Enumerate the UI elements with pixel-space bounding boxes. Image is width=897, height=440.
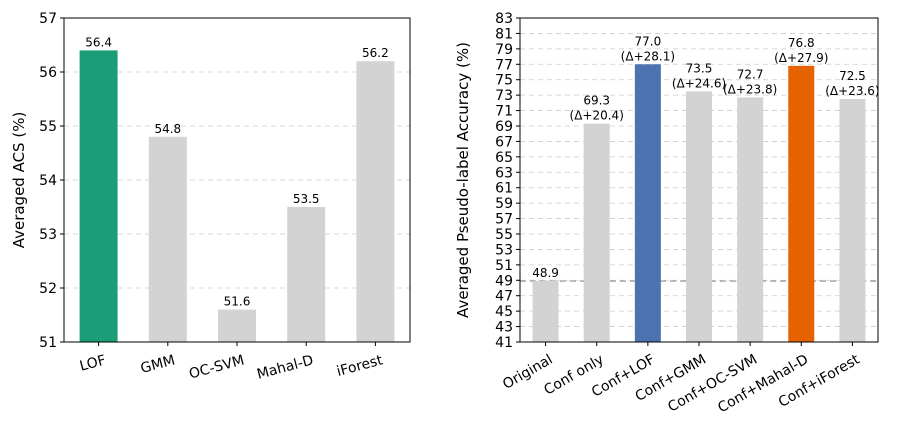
y-tick-label: 54 bbox=[39, 173, 57, 189]
y-tick-label: 53 bbox=[39, 227, 57, 243]
y-tick-label: 73 bbox=[495, 88, 513, 104]
y-tick-label: 57 bbox=[495, 212, 513, 228]
y-tick-label: 59 bbox=[495, 196, 513, 212]
value-label: 77.0 bbox=[634, 34, 661, 48]
y-tick-label: 53 bbox=[495, 242, 513, 258]
x-category-label: LOF bbox=[78, 352, 108, 374]
y-tick-label: 56 bbox=[39, 65, 57, 81]
value-label: 76.8 bbox=[788, 36, 815, 50]
bar-oc-svm bbox=[218, 309, 256, 342]
acs-chart: 51 52 53 54 55 56 57 56.4 54.8 51.6 53.5 56.2 LOF GMM… bbox=[10, 11, 411, 383]
delta-label: (Δ+24.6) bbox=[672, 76, 726, 90]
value-label: 51.6 bbox=[224, 295, 251, 309]
value-label: 72.7 bbox=[737, 67, 764, 81]
y-tick-label: 51 bbox=[495, 258, 513, 274]
value-label: 48.9 bbox=[532, 266, 559, 280]
delta-label: (Δ+23.6) bbox=[825, 84, 879, 98]
y-tick-label: 57 bbox=[39, 11, 57, 27]
value-label: 54.8 bbox=[154, 122, 181, 136]
bar-conf-only bbox=[583, 123, 610, 342]
axes-frame bbox=[519, 17, 879, 343]
bar-conf-gmm bbox=[686, 91, 712, 343]
y-tick-label: 81 bbox=[495, 26, 513, 42]
bar-gmm bbox=[148, 136, 187, 342]
value-label: 73.5 bbox=[686, 61, 713, 75]
y-tick-label: 55 bbox=[39, 119, 57, 135]
pseudo-label-accuracy-chart: 4143454749515355575961636567697173757779… bbox=[454, 11, 880, 416]
y-tick-label: 67 bbox=[495, 134, 513, 150]
x-category-label: GMM bbox=[139, 352, 177, 377]
y-axis-title: Averaged Pseudo-label Accuracy (%) bbox=[454, 42, 472, 318]
value-label: 56.2 bbox=[362, 46, 389, 60]
axes-frame bbox=[63, 17, 411, 343]
y-tick-label: 83 bbox=[495, 11, 513, 27]
value-label: 53.5 bbox=[293, 192, 320, 206]
delta-label: (Δ+27.9) bbox=[774, 51, 828, 65]
value-label: 56.4 bbox=[85, 35, 112, 49]
y-tick-label: 55 bbox=[495, 227, 513, 243]
y-tick-label: 43 bbox=[495, 320, 513, 336]
y-tick-label: 71 bbox=[495, 104, 513, 120]
bar-iforest bbox=[356, 61, 395, 342]
y-tick-label: 49 bbox=[495, 273, 513, 289]
bar-lof bbox=[79, 50, 118, 343]
y-axis-title: Averaged ACS (%) bbox=[10, 112, 28, 249]
x-category-label: Mahal-D bbox=[255, 352, 315, 382]
bar-mahal-d bbox=[287, 207, 326, 342]
value-label: 72.5 bbox=[839, 69, 866, 83]
bar-original bbox=[532, 281, 559, 342]
y-tick-label: 79 bbox=[495, 42, 513, 58]
y-tick-label: 63 bbox=[495, 165, 513, 181]
bar-conf-iforest bbox=[839, 99, 866, 342]
delta-label: (Δ+23.8) bbox=[723, 82, 777, 96]
y-tick-label: 47 bbox=[495, 289, 513, 305]
y-tick-label: 61 bbox=[495, 181, 513, 197]
y-tick-label: 52 bbox=[39, 281, 57, 297]
y-tick-label: 77 bbox=[495, 57, 513, 73]
y-tick-label: 45 bbox=[495, 304, 513, 320]
bar-conf-lof bbox=[634, 64, 661, 343]
y-tick-label: 75 bbox=[495, 73, 513, 89]
delta-label: (Δ+20.4) bbox=[570, 109, 624, 123]
y-tick-label: 69 bbox=[495, 119, 513, 135]
x-category-label: iForest bbox=[335, 352, 385, 380]
y-tick-label: 65 bbox=[495, 150, 513, 166]
bar-conf-mahal-d bbox=[788, 65, 815, 342]
x-category-label: OC-SVM bbox=[187, 352, 246, 382]
y-tick-label: 41 bbox=[495, 335, 513, 351]
delta-label: (Δ+28.1) bbox=[621, 49, 675, 63]
bar-conf-oc-svm bbox=[737, 97, 764, 342]
y-tick-label: 51 bbox=[39, 335, 57, 351]
value-label: 69.3 bbox=[583, 94, 610, 108]
